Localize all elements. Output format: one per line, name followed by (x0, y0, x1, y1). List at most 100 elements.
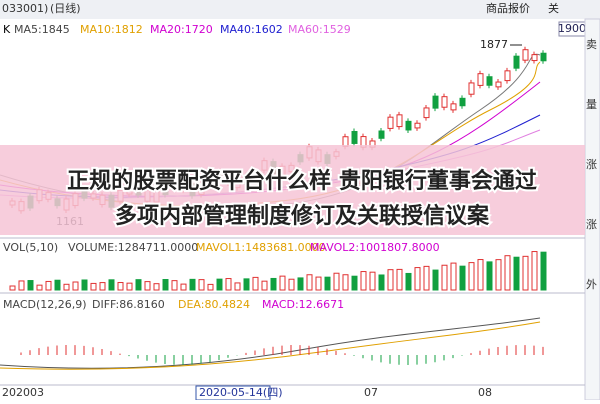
volume-bar (333, 272, 340, 291)
volume-bar (189, 278, 196, 291)
volume-bar (486, 261, 493, 291)
volume-bar (72, 281, 79, 291)
candle-body (477, 73, 484, 86)
volume-bar (468, 262, 475, 291)
volume-bar (369, 271, 376, 291)
volume-bar (414, 267, 421, 291)
candle-body (531, 54, 538, 62)
date-label: 08 (478, 386, 492, 399)
macd-diff: DIFF:86.8160 (92, 298, 165, 311)
volume-bar (522, 255, 529, 291)
period: (日线) (50, 1, 81, 15)
vol-name: VOL(5,10) (3, 241, 58, 254)
volume-bar (252, 276, 259, 291)
candle-body (351, 130, 358, 144)
candle-body (522, 49, 529, 61)
legend-ma10: MA10:1812 (80, 23, 143, 36)
price-box-text: 1900 (558, 22, 586, 35)
volume-bar (153, 283, 160, 291)
sidebar (584, 18, 600, 401)
date-label: 202003 (2, 386, 44, 399)
legend-ma5: MA5:1845 (14, 23, 70, 36)
volume-bar (378, 274, 385, 291)
volume-bar (450, 262, 457, 291)
high-label: 1877 (480, 38, 508, 51)
volume-bar (243, 278, 250, 291)
volume-bar (360, 271, 367, 291)
volume-bar (513, 256, 520, 291)
volume-bar (198, 279, 205, 291)
volume-bar (531, 251, 538, 291)
date-label: 07 (364, 386, 378, 399)
volume-bar (261, 280, 268, 291)
candle-body (450, 103, 457, 111)
sidebar-label: 外 (586, 278, 597, 291)
cursor-date: 2020-05-14(四) (199, 386, 283, 399)
dea-line (0, 321, 541, 370)
volume-bar (477, 259, 484, 291)
volume-bar (288, 278, 295, 291)
volume-bar (27, 280, 34, 291)
legend-k: K (3, 23, 11, 36)
banner-line2: 多项内部管理制度修订及关联授信议案 (115, 203, 490, 229)
volume-bar (540, 251, 547, 291)
volume-bar (18, 280, 25, 291)
volume-bar (126, 282, 133, 291)
macd-name: MACD(12,26,9) (3, 298, 87, 311)
close-button[interactable]: 关 (548, 1, 559, 15)
volume-bar (162, 279, 169, 291)
banner-line1: 正规的股票配资平台什么样 贵阳银行董事会通过 (67, 168, 537, 194)
volume-bar (324, 276, 331, 291)
volume-bar (171, 280, 178, 291)
volume-bar (117, 282, 124, 291)
volume-bar (405, 272, 412, 291)
candle-body (459, 97, 466, 107)
volume-bar (36, 284, 43, 291)
sidebar-label: 涨 (586, 218, 597, 231)
vol-volume: VOLUME:1284711.0000 (68, 241, 198, 254)
vol-mavol2: MAVOL2:1001807.8000 (310, 241, 440, 254)
candle-body (495, 81, 502, 88)
macd-dea: DEA:80.4824 (178, 298, 250, 311)
volume-bar (387, 269, 394, 291)
candle-body (504, 70, 511, 82)
toolbar (0, 0, 600, 19)
candle-body (468, 82, 475, 95)
volume-bar (423, 265, 430, 291)
volume-bar (81, 279, 88, 291)
volume-bar (351, 275, 358, 291)
candle-body (387, 116, 394, 129)
volume-bar (432, 269, 439, 291)
candle-body (486, 76, 493, 86)
candle-body (396, 114, 403, 128)
candle-body (378, 130, 385, 139)
volume-bar (495, 259, 502, 291)
legend-ma40: MA40:1602 (220, 23, 283, 36)
candle-body (513, 55, 520, 69)
quote-button[interactable]: 商品报价 (486, 1, 530, 15)
vol-mavol1: MAVOL1:1483681.0000 (196, 241, 326, 254)
volume-bar (504, 255, 511, 291)
volume-bar (441, 264, 448, 291)
stock-code: 033001) (2, 2, 48, 15)
sidebar-label: 涨 (586, 158, 597, 171)
volume-bar (45, 280, 52, 291)
legend-ma60: MA60:1529 (288, 23, 351, 36)
sidebar-label: 量 (586, 98, 597, 111)
volume-bar (225, 278, 232, 291)
volume-bar (135, 279, 142, 291)
candle-body (414, 122, 421, 129)
volume-bar (144, 281, 151, 291)
candle-body (405, 120, 412, 131)
volume-bar (459, 265, 466, 291)
candle-body (342, 136, 349, 147)
candle-body (432, 95, 439, 109)
volume-bar (315, 276, 322, 291)
volume-bar (297, 277, 304, 291)
candle-body (540, 52, 547, 62)
volume-bar (180, 283, 187, 291)
sidebar-label: 卖 (586, 38, 597, 51)
volume-bar (9, 285, 16, 291)
volume-bar (63, 283, 70, 291)
